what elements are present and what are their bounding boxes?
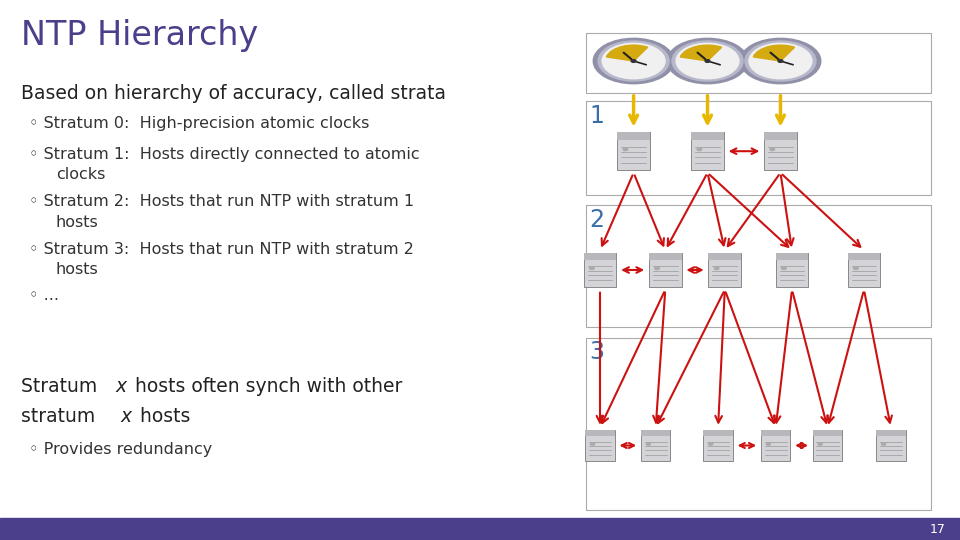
Bar xyxy=(761,430,790,461)
Text: hosts: hosts xyxy=(134,407,191,426)
Circle shape xyxy=(818,443,822,445)
Wedge shape xyxy=(754,45,795,61)
Bar xyxy=(764,132,797,170)
Bar xyxy=(584,253,616,260)
Circle shape xyxy=(853,267,858,269)
Text: clocks: clocks xyxy=(56,167,105,183)
Circle shape xyxy=(598,41,669,81)
Text: 17: 17 xyxy=(929,523,946,536)
Bar xyxy=(776,253,808,260)
Text: ◦ Stratum 3:  Hosts that run NTP with stratum 2: ◦ Stratum 3: Hosts that run NTP with str… xyxy=(29,242,414,257)
Bar xyxy=(876,430,905,461)
Circle shape xyxy=(676,43,739,79)
Circle shape xyxy=(766,443,770,445)
Bar xyxy=(813,430,842,436)
Bar xyxy=(0,518,960,540)
Circle shape xyxy=(745,41,816,81)
Bar xyxy=(586,430,614,461)
Text: ◦ ...: ◦ ... xyxy=(29,288,59,303)
Circle shape xyxy=(705,59,710,63)
Text: 3: 3 xyxy=(589,340,605,364)
Circle shape xyxy=(881,443,885,445)
Circle shape xyxy=(781,267,786,269)
Bar xyxy=(586,338,931,510)
Circle shape xyxy=(646,443,650,445)
Circle shape xyxy=(697,148,702,151)
Text: Based on hierarchy of accuracy, called strata: Based on hierarchy of accuracy, called s… xyxy=(21,84,446,103)
Bar xyxy=(649,253,682,260)
Text: hosts: hosts xyxy=(56,262,99,278)
Bar xyxy=(586,430,614,436)
Text: ◦ Stratum 0:  High-precision atomic clocks: ◦ Stratum 0: High-precision atomic clock… xyxy=(29,116,370,131)
Bar xyxy=(848,253,880,287)
Bar xyxy=(708,253,741,260)
Text: Stratum: Stratum xyxy=(21,377,104,396)
Circle shape xyxy=(655,267,660,269)
Bar xyxy=(761,430,790,436)
Circle shape xyxy=(589,267,594,269)
Bar xyxy=(649,253,682,287)
Bar xyxy=(617,132,650,170)
Circle shape xyxy=(672,41,743,81)
Text: x: x xyxy=(115,377,127,396)
Bar xyxy=(691,132,724,170)
Bar xyxy=(876,430,905,436)
Bar xyxy=(641,430,670,436)
Circle shape xyxy=(708,443,712,445)
Circle shape xyxy=(623,148,628,151)
Bar xyxy=(584,253,616,287)
Text: 2: 2 xyxy=(589,208,605,232)
Circle shape xyxy=(778,59,783,63)
Bar xyxy=(641,430,670,461)
Circle shape xyxy=(631,59,636,63)
Circle shape xyxy=(593,38,674,84)
Bar xyxy=(776,253,808,287)
Bar xyxy=(617,132,650,140)
Bar xyxy=(586,33,931,93)
Text: NTP Hierarchy: NTP Hierarchy xyxy=(21,19,258,52)
Text: ◦ Provides redundancy: ◦ Provides redundancy xyxy=(29,442,212,457)
Bar xyxy=(691,132,724,140)
Wedge shape xyxy=(607,45,648,61)
Bar xyxy=(848,253,880,260)
Bar xyxy=(764,132,797,140)
Text: ◦ Stratum 2:  Hosts that run NTP with stratum 1: ◦ Stratum 2: Hosts that run NTP with str… xyxy=(29,194,414,210)
Circle shape xyxy=(602,43,665,79)
Circle shape xyxy=(749,43,812,79)
Bar xyxy=(586,101,931,195)
Wedge shape xyxy=(681,45,722,61)
Text: stratum: stratum xyxy=(21,407,102,426)
Circle shape xyxy=(770,148,775,151)
Text: x: x xyxy=(121,407,132,426)
Circle shape xyxy=(714,267,719,269)
Circle shape xyxy=(667,38,748,84)
Text: ◦ Stratum 1:  Hosts directly connected to atomic: ◦ Stratum 1: Hosts directly connected to… xyxy=(29,147,420,162)
Text: hosts often synch with other: hosts often synch with other xyxy=(129,377,402,396)
Bar xyxy=(813,430,842,461)
Bar xyxy=(704,430,732,461)
Circle shape xyxy=(590,443,594,445)
Text: 1: 1 xyxy=(589,104,604,127)
Bar xyxy=(586,205,931,327)
Bar xyxy=(708,253,741,287)
Circle shape xyxy=(740,38,821,84)
Text: hosts: hosts xyxy=(56,215,99,230)
Bar xyxy=(704,430,732,436)
